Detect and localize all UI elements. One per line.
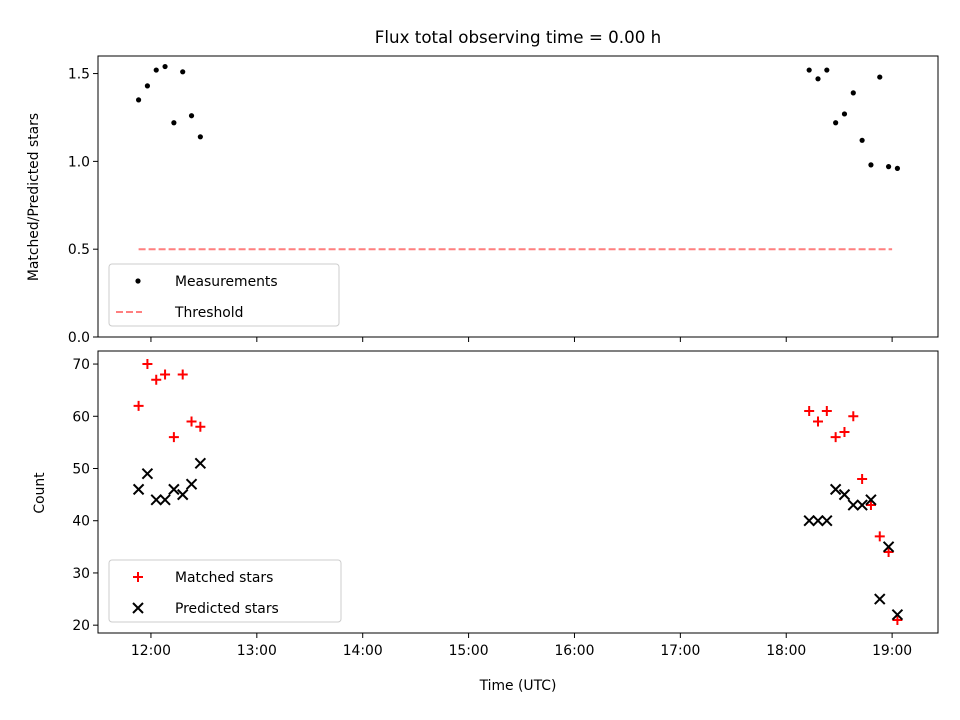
matched-stars-point [883,547,894,558]
x-tick-label: 19:00 [872,643,912,659]
matched-stars-point [892,614,903,625]
matched-stars-point [177,369,188,380]
count-y-tick-label: 20 [72,618,90,634]
ratio-y-tick-label: 1.0 [68,154,90,170]
predicted-stars-point [829,483,842,496]
count-y-tick-label: 40 [72,514,90,530]
predicted-stars-point [891,609,904,621]
matched-stars-point [857,473,868,484]
predicted-stars-point [838,488,851,501]
measurements-point [868,162,874,168]
count-y-axis-title: Count [32,472,48,514]
matched-stars-point [195,421,206,432]
x-tick-label: 13:00 [237,643,277,659]
ratio-plot-frame [97,55,939,338]
measurements-point [171,120,177,126]
x-axis-title: Time (UTC) [479,678,557,694]
measurements-point [885,164,892,170]
x-tick-label: 16:00 [554,643,594,659]
measurements-point [841,111,848,117]
predicted-stars-point [865,494,877,506]
predicted-stars-point [812,515,824,527]
predicted-stars-point [150,494,162,506]
matched-stars-point [865,500,876,511]
predicted-stars-legend-label: Predicted stars [175,601,279,617]
measurements-point [188,113,195,119]
matched-stars-point [848,411,859,422]
measurements-point [197,134,203,140]
matched-stars-legend-swatch [133,572,143,582]
predicted-stars-point [194,457,207,469]
matched-stars-point [821,406,832,417]
x-tick-label: 18:00 [766,643,806,659]
measurements-point [859,137,865,143]
x-tick-label: 14:00 [343,643,383,659]
predicted-stars-point [176,488,189,501]
predicted-stars-point [882,541,895,553]
ratio-y-tick-label: 1.5 [68,67,90,83]
measurements-point [162,63,168,70]
matched-stars-point [133,400,144,411]
x-tick-label: 12:00 [131,643,171,659]
predicted-stars-point [856,499,868,511]
matched-stars-point [874,531,885,542]
ratio-panel: Matched/Predicted stars 0.0 0.5 1.0 1.5 Mea… [26,55,939,346]
predicted-stars-point [821,515,833,527]
matched-stars-point [839,426,850,437]
measurements-point [144,83,151,89]
predicted-stars-point [159,494,171,506]
measurements-point [833,120,839,126]
count-y-tick-label: 60 [72,409,90,425]
measurements-point [815,76,821,82]
count-plot-frame [97,350,939,634]
chart-title: Flux total observing time = 0.00 h [375,27,661,47]
matched-stars-point [804,406,815,417]
measurements-legend-swatch [135,278,141,284]
matched-stars-point [151,374,162,385]
count-legend-box [108,559,342,623]
x-tick-label: 17:00 [660,643,700,659]
ratio-y-tick-label: 0.5 [68,242,90,258]
matched-stars-point [813,416,823,427]
measurements-point [894,165,901,171]
count-series [132,359,904,625]
measurements-point [135,97,142,103]
count-y-tick-label: 30 [72,566,90,582]
matched-stars-point [168,432,179,443]
measurements-point [850,90,856,96]
predicted-stars-point [185,478,198,490]
count-y-tick-label: 50 [72,462,90,478]
x-tick-label: 15:00 [449,643,489,659]
measurements-point [806,67,812,73]
measurements-legend-label: Measurements [175,274,278,290]
matched-stars-legend-label: Matched stars [175,570,273,586]
ratio-y-tick-label: 0.0 [68,330,90,346]
measurements-point [153,67,159,73]
matched-stars-point [160,369,171,380]
measurements-point [877,74,883,80]
measurements-point [180,69,186,75]
predicted-stars-point [141,468,154,480]
ratio-axis-ticks: 0.0 0.5 1.0 1.5 [68,67,893,346]
predicted-stars-point [803,515,815,527]
matched-stars-point [142,359,153,370]
matched-stars-point [830,432,841,443]
ratio-legend-box [108,263,340,327]
ratio-y-axis-title: Matched/Predicted stars [26,113,42,281]
count-y-tick-label: 70 [72,357,90,373]
predicted-stars-point [847,499,860,511]
ratio-legend: Measurements Threshold [108,263,340,327]
count-panel: Count Time (UTC) 20 30 40 50 60 70 12:00 13:00 1… [32,350,939,694]
matched-stars-point [186,416,197,427]
measurements-point [824,67,830,73]
predicted-stars-legend-swatch [132,602,144,614]
count-axis-ticks: 20 30 40 50 60 70 12:00 13:00 14:00 15:00 16:00 17:… [72,357,912,659]
ratio-series [135,63,901,251]
count-legend: Matched stars Predicted stars [108,559,342,623]
threshold-legend-label: Threshold [174,305,243,321]
predicted-stars-point [168,483,180,496]
predicted-stars-point [132,483,145,496]
predicted-stars-point [874,593,886,605]
